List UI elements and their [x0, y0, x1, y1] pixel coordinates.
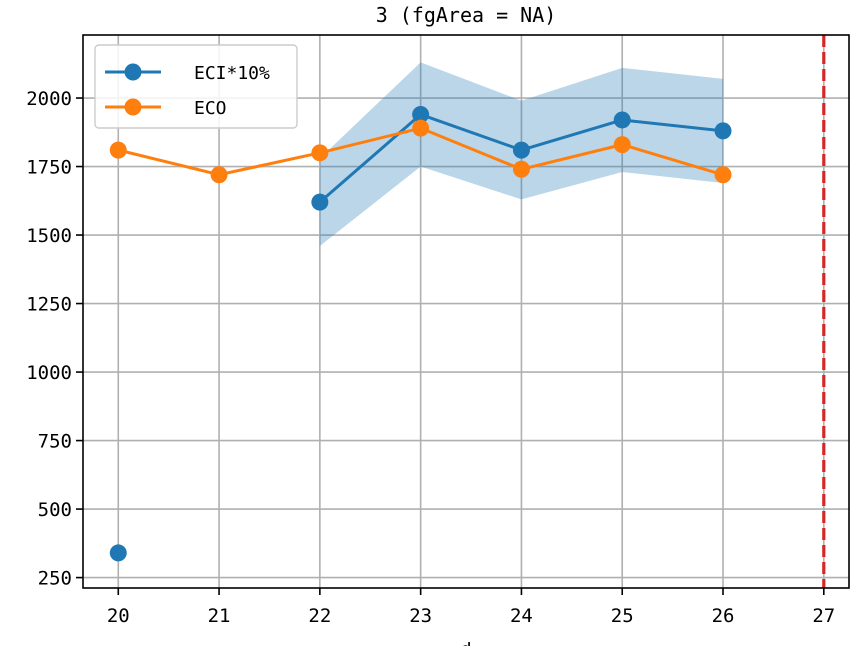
- series-0-point: [512, 141, 530, 159]
- x-tick-label: 22: [308, 605, 331, 627]
- x-tick-label: 20: [107, 605, 130, 627]
- legend-item: ECI*10%: [105, 63, 270, 84]
- y-tick-label: 1500: [26, 225, 72, 247]
- plot-area: 20 21 22 23 24 25 26 27 250 500 750 1000 1250 1500 175…: [26, 34, 850, 627]
- series-1-point: [311, 144, 329, 162]
- legend-label: ECO: [194, 98, 227, 119]
- x-tick-label: 26: [712, 605, 735, 627]
- x-tick-label: 25: [611, 605, 634, 627]
- legend-item: ECO: [105, 98, 227, 119]
- series-1-point: [714, 166, 732, 184]
- legend: ECI*10% ECO: [94, 44, 298, 129]
- series-0-point: [412, 105, 430, 123]
- series-1-point: [210, 166, 228, 184]
- series-1-point: [512, 160, 530, 178]
- series-0-point: [311, 193, 329, 211]
- chart-title: 3 (fgArea = NA): [376, 3, 557, 27]
- series-0-point: [109, 544, 127, 562]
- series-1-point: [613, 136, 631, 154]
- x-tick-label: 27: [812, 605, 835, 627]
- y-tick-label: 1750: [26, 157, 72, 179]
- x-tick-label: 23: [409, 605, 432, 627]
- y-tick-label: 250: [38, 568, 72, 590]
- y-tick-label: 500: [38, 499, 72, 521]
- y-tick-label: 2000: [26, 88, 72, 110]
- y-tick-label: 1250: [26, 294, 72, 316]
- series-1-point: [109, 141, 127, 159]
- x-tick-label: 24: [510, 605, 533, 627]
- plot-frame: [82, 34, 850, 589]
- x-tick-label: 21: [208, 605, 231, 627]
- x-axis-label: d: [460, 639, 471, 646]
- y-tick-label: 750: [38, 431, 72, 453]
- series-0-point: [613, 111, 631, 129]
- legend-swatch-marker: [124, 63, 142, 81]
- series-0-point: [714, 122, 732, 140]
- series-1-point: [412, 119, 430, 137]
- legend-swatch-marker: [124, 98, 142, 116]
- legend-label: ECI*10%: [194, 63, 270, 84]
- y-tick-label: 1000: [26, 362, 72, 384]
